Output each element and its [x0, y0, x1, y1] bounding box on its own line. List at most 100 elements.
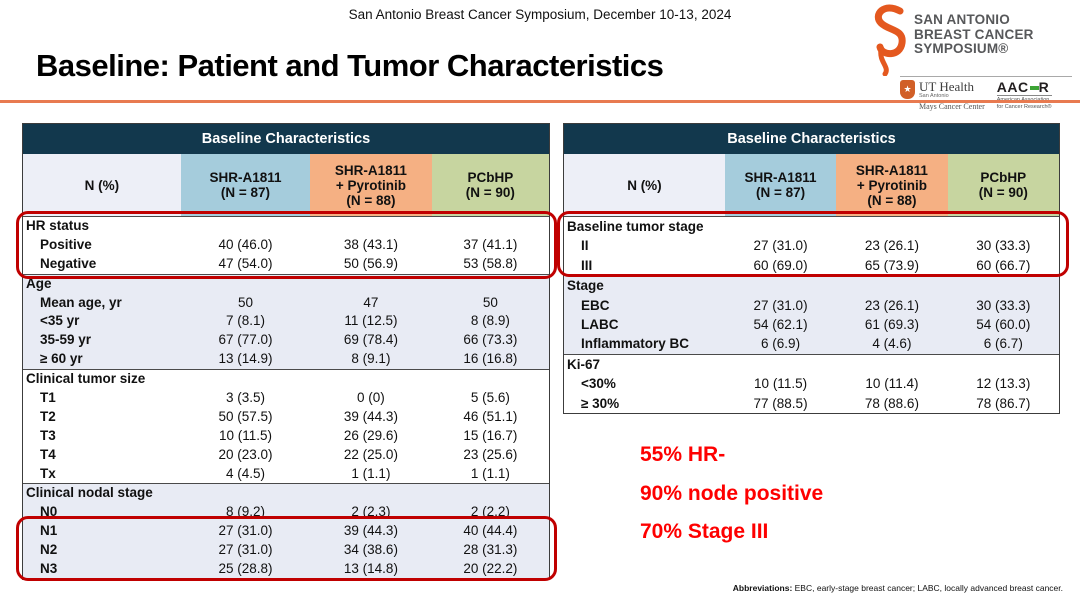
- data-cell: 8 (8.9): [470, 313, 510, 329]
- table-row: LABC 54 (62.1) 61 (69.3) 54 (60.0): [564, 315, 1059, 334]
- data-cell: 10 (11.4): [865, 376, 919, 392]
- data-cell: 27 (31.0): [753, 238, 808, 254]
- ut-health-name: UT Health: [919, 79, 974, 94]
- column-header: SHR-A1811 + Pyrotinib (N = 88): [310, 154, 432, 216]
- sabcs-logo-top: SAN ANTONIO BREAST CANCER SYMPOSIUM®: [870, 4, 1072, 76]
- data-cell: 30 (33.3): [976, 238, 1031, 254]
- row-label: Baseline tumor stage: [567, 219, 704, 234]
- data-cell: 27 (31.0): [753, 297, 808, 313]
- row-label: Clinical tumor size: [26, 371, 146, 387]
- table-section: Stage EBC 27 (31.0) 23 (26.1) 30 (33.3) LABC 5…: [564, 275, 1059, 354]
- data-cell: [948, 355, 1059, 374]
- table-row: II 27 (31.0) 23 (26.1) 30 (33.3): [564, 236, 1059, 255]
- data-cell: [725, 276, 836, 295]
- data-cell: [836, 355, 947, 374]
- data-cell: [310, 370, 432, 389]
- data-cell: 4 (4.6): [872, 336, 912, 352]
- table-row: <35 yr 7 (8.1) 11 (12.5) 8 (8.9): [23, 312, 549, 331]
- row-label: Tx: [40, 465, 56, 481]
- table-row: HR status: [23, 217, 549, 236]
- sabcs-wordmark: SAN ANTONIO BREAST CANCER SYMPOSIUM®: [914, 12, 1034, 57]
- row-label: T3: [40, 427, 56, 443]
- table-row: T3 10 (11.5) 26 (29.6) 15 (16.7): [23, 427, 549, 446]
- table-section: Clinical tumor size T1 3 (3.5) 0 (0) 5 (5.6)…: [23, 369, 549, 483]
- page-title: Baseline: Patient and Tumor Characterist…: [36, 48, 664, 83]
- data-cell: 27 (31.0): [218, 542, 273, 558]
- data-cell: 50: [482, 294, 498, 310]
- table-row: <30% 10 (11.5) 10 (11.4) 12 (13.3): [564, 374, 1059, 393]
- row-label: LABC: [581, 316, 619, 332]
- data-cell: 50: [237, 294, 253, 310]
- aacr-right: R: [1038, 79, 1050, 95]
- data-cell: 13 (14.9): [218, 351, 273, 367]
- data-cell: [432, 275, 549, 294]
- data-cell: 23 (26.1): [864, 238, 919, 254]
- column-header: SHR-A1811 + Pyrotinib (N = 88): [836, 154, 948, 216]
- data-cell: 30 (33.3): [976, 297, 1031, 313]
- data-cell: 22 (25.0): [343, 446, 398, 462]
- abbreviations-text: EBC, early-stage breast cancer; LABC, lo…: [792, 583, 1063, 593]
- aacr-left: AAC: [996, 79, 1029, 95]
- data-cell: [310, 217, 432, 236]
- data-cell: 7 (8.1): [225, 313, 265, 329]
- conference-header: San Antonio Breast Cancer Symposium, Dec…: [348, 7, 732, 22]
- row-label: T1: [40, 390, 56, 406]
- data-cell: 28 (31.3): [463, 542, 518, 558]
- row-label: Negative: [40, 255, 97, 271]
- data-cell: 13 (14.8): [343, 561, 398, 577]
- data-cell: 15 (16.7): [463, 427, 518, 443]
- annotation-stage-iii: 70% Stage III: [640, 520, 769, 543]
- row-label: Mean age, yr: [40, 294, 122, 310]
- data-cell: [948, 276, 1059, 295]
- table-section: Clinical nodal stage N0 8 (9.2) 2 (2.3) 2 (2…: [23, 483, 549, 579]
- data-cell: 78 (86.7): [976, 395, 1031, 411]
- data-cell: 20 (23.0): [218, 446, 273, 462]
- table-row: Positive 40 (46.0) 38 (43.1) 37 (41.1): [23, 236, 549, 255]
- data-cell: 50 (57.5): [218, 408, 273, 424]
- row-label: N3: [40, 561, 58, 577]
- data-cell: [310, 484, 432, 503]
- ut-health-text: UT Health San Antonio Mays Cancer Center: [919, 80, 985, 111]
- row-label: ≥ 60 yr: [40, 351, 83, 367]
- data-cell: 54 (60.0): [976, 316, 1031, 332]
- title-divider-rule: [0, 100, 1080, 103]
- data-cell: 6 (6.7): [983, 336, 1023, 352]
- table-row: III 60 (69.0) 65 (73.9) 60 (66.7): [564, 256, 1059, 275]
- data-cell: 53 (58.8): [463, 255, 518, 271]
- data-cell: 60 (66.7): [976, 257, 1031, 273]
- table-row: T1 3 (3.5) 0 (0) 5 (5.6): [23, 389, 549, 408]
- logo-divider: [900, 76, 1072, 77]
- data-cell: 69 (78.4): [343, 332, 398, 348]
- table-row: ≥ 30% 77 (88.5) 78 (88.6) 78 (86.7): [564, 394, 1059, 413]
- data-cell: [836, 217, 947, 236]
- left-table-title: Baseline Characteristics: [23, 124, 549, 154]
- data-cell: 8 (9.2): [225, 504, 265, 520]
- table-section: Age Mean age, yr 50 47 50 <35 yr 7 (8.1) 11 (12…: [23, 273, 549, 370]
- table-row: Clinical tumor size: [23, 370, 549, 389]
- data-cell: [181, 370, 310, 389]
- row-label: II: [581, 238, 589, 254]
- data-cell: 23 (25.6): [463, 446, 518, 462]
- data-cell: 5 (5.6): [470, 390, 510, 406]
- row-label: EBC: [581, 297, 610, 313]
- row-label: N2: [40, 542, 58, 558]
- data-cell: 65 (73.9): [864, 257, 919, 273]
- aacr-green-dash-icon: [1029, 86, 1039, 90]
- row-label: Clinical nodal stage: [26, 485, 153, 501]
- right-table-body: Baseline tumor stage II 27 (31.0) 23 (26.1)…: [564, 216, 1059, 413]
- table-row: Baseline tumor stage: [564, 217, 1059, 236]
- data-cell: [836, 276, 947, 295]
- row-label: T2: [40, 408, 56, 424]
- data-cell: 1 (1.1): [351, 465, 391, 481]
- data-cell: [310, 275, 432, 294]
- left-table-column-headers: N (%) SHR-A1811 (N = 87) SHR-A1811 + Pyrotin…: [23, 154, 549, 216]
- table-row: Tx 4 (4.5) 1 (1.1) 1 (1.1): [23, 465, 549, 484]
- row-label: T4: [40, 446, 56, 462]
- data-cell: 2 (2.3): [351, 504, 391, 520]
- data-cell: 47 (54.0): [218, 255, 273, 271]
- data-cell: 40 (46.0): [218, 236, 273, 252]
- row-label: Positive: [40, 236, 92, 252]
- data-cell: 61 (69.3): [864, 316, 919, 332]
- row-label: ≥ 30%: [581, 395, 620, 411]
- data-cell: 54 (62.1): [753, 316, 808, 332]
